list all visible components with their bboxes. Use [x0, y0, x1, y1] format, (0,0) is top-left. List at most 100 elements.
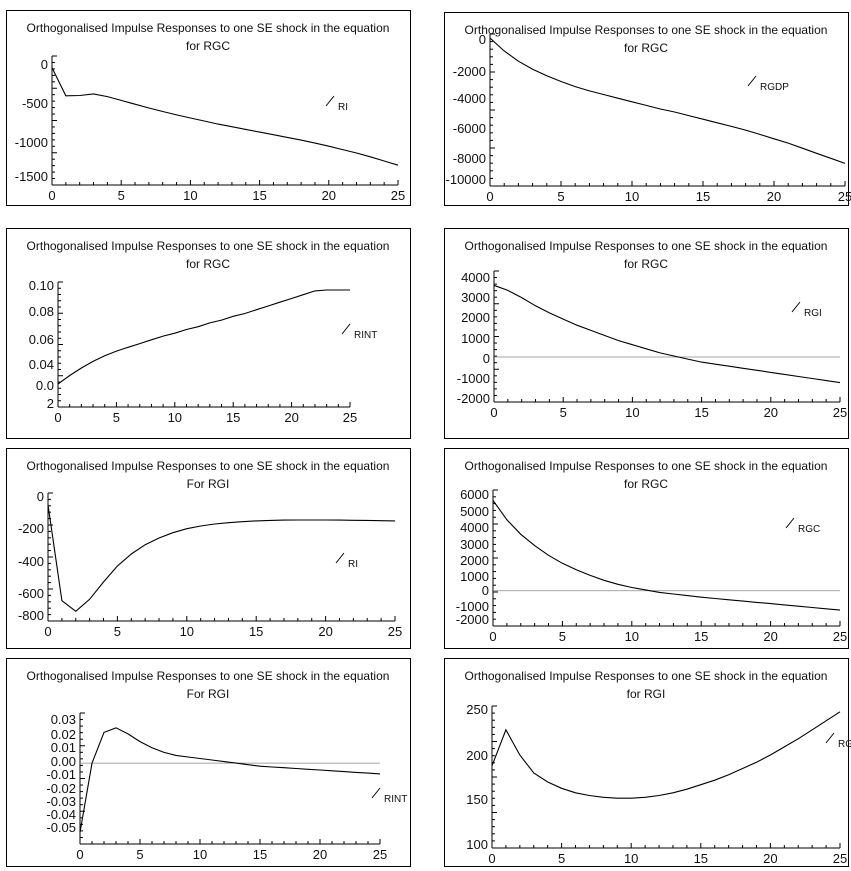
x-tick-label: 20 [322, 188, 336, 203]
x-tick-label: 10 [193, 847, 207, 862]
y-tick-label: -800 [18, 608, 44, 623]
chart-title: Orthogonalised Impulse Responses to one … [27, 459, 390, 473]
x-tick-label: 25 [833, 851, 847, 866]
chart-title: Orthogonalised Impulse Responses to one … [27, 669, 390, 683]
x-tick-label: 0 [44, 624, 51, 639]
chart-panel-5: Orthogonalised Impulse Responses to one … [6, 448, 411, 649]
x-tick-label: 25 [391, 188, 405, 203]
legend-marker [335, 552, 345, 564]
chart-title: Orthogonalised Impulse Responses to one … [27, 21, 390, 35]
legend-marker [785, 517, 795, 529]
chart-title: Orthogonalised Impulse Responses to one … [465, 239, 828, 253]
chart-panel-6: Orthogonalised Impulse Responses to one … [444, 448, 849, 649]
y-tick-label: -4000 [453, 91, 486, 106]
panel-frame [6, 448, 411, 649]
y-tick-label: 100 [466, 837, 488, 852]
x-tick-label: 25 [833, 629, 847, 644]
chart-panel-4: Orthogonalised Impulse Responses to one … [444, 228, 849, 439]
y-tick-label: 4000 [461, 270, 490, 285]
x-tick-label: 15 [226, 410, 240, 425]
y-tick-label: 1000 [460, 569, 489, 584]
panel-frame [6, 10, 411, 206]
x-tick-label: 10 [625, 189, 639, 204]
y-tick-label: 0 [479, 32, 486, 47]
x-tick-label: 25 [373, 847, 387, 862]
x-tick-label: 20 [763, 629, 777, 644]
chart-subtitle: For RGI [187, 687, 230, 701]
x-tick-label: 5 [560, 405, 567, 420]
y-tick-label: 2000 [461, 310, 490, 325]
series-line-rgdp [491, 711, 841, 799]
y-tick-label: -400 [18, 554, 44, 569]
y-tick-label: 0.0 [36, 378, 54, 393]
y-tick-label: 0.10 [29, 278, 54, 293]
chart-panel-7: Orthogonalised Impulse Responses to one … [6, 658, 411, 867]
series-line-ri [51, 67, 399, 166]
y-tick-label: 0.01 [51, 740, 76, 755]
y-tick-label: -1500 [15, 169, 48, 184]
chart-subtitle: for RGC [624, 41, 668, 55]
legend-marker [341, 323, 351, 335]
y-tick-label: 0.02 [51, 727, 76, 742]
legend-marker [325, 95, 335, 107]
y-tick-label: 0 [37, 489, 44, 504]
y-tick-label: 0.08 [29, 304, 54, 319]
y-tick-label: 0 [482, 583, 489, 598]
y-tick-label: 150 [466, 792, 488, 807]
y-tick-label: -8000 [453, 151, 486, 166]
x-tick-label: 15 [252, 188, 266, 203]
y-tick-label: 0.00 [51, 754, 76, 769]
y-tick-label: 0 [41, 57, 48, 72]
x-tick-label: 10 [624, 851, 638, 866]
legend-label: RGC [798, 524, 820, 535]
panel-frame [444, 12, 849, 206]
x-tick-label: 5 [114, 624, 121, 639]
x-tick-label: 25 [343, 410, 357, 425]
chart-subtitle: for RGC [186, 39, 230, 53]
x-tick-label: 20 [318, 624, 332, 639]
panel-frame [444, 448, 849, 649]
y-tick-label: 4000 [460, 520, 489, 535]
y-tick-label: -0.03 [46, 794, 76, 809]
series-line-ri [47, 504, 396, 613]
x-tick-label: 5 [558, 851, 565, 866]
x-tick-label: 10 [183, 188, 197, 203]
y-tick-label: 1000 [461, 331, 490, 346]
x-tick-label: 15 [694, 629, 708, 644]
x-tick-label: 5 [136, 847, 143, 862]
legend-marker [371, 787, 381, 799]
x-tick-label: 15 [696, 189, 710, 204]
x-tick-label: 20 [763, 851, 777, 866]
x-tick-label: 10 [180, 624, 194, 639]
y-tick-label: 0 [483, 351, 490, 366]
x-tick-label: 0 [490, 405, 497, 420]
panel-frame [444, 228, 849, 439]
x-tick-label: 15 [253, 847, 267, 862]
y-tick-label: -1000 [456, 599, 489, 614]
x-tick-label: 25 [388, 624, 402, 639]
chart-panel-2: Orthogonalised Impulse Responses to one … [444, 12, 851, 206]
y-tick-label: -600 [18, 586, 44, 601]
x-tick-label: 10 [625, 629, 639, 644]
x-tick-label: 0 [486, 189, 493, 204]
y-tick-label: -2000 [456, 612, 489, 627]
x-tick-label: 20 [313, 847, 327, 862]
y-tick-label: -1000 [15, 135, 48, 150]
legend-label: RI [338, 102, 348, 113]
x-tick-label: 5 [557, 189, 564, 204]
chart-title: Orthogonalised Impulse Responses to one … [465, 669, 828, 683]
chart-title: Orthogonalised Impulse Responses to one … [27, 239, 390, 253]
legend-label: RGI [804, 308, 822, 319]
legend-label: RINT [354, 330, 377, 341]
legend-label: RGDP [838, 739, 851, 750]
x-tick-label: 0 [488, 851, 495, 866]
chart-subtitle: For RGI [187, 477, 230, 491]
y-tick-label: -2000 [457, 391, 490, 406]
y-tick-label: -0.01 [46, 767, 76, 782]
series-line-rgdp [489, 37, 846, 164]
x-tick-label: 0 [489, 629, 496, 644]
x-tick-label: 15 [694, 405, 708, 420]
series-line-rgc [492, 500, 841, 611]
y-tick-label: 200 [466, 748, 488, 763]
chart-panel-8: Orthogonalised Impulse Responses to one … [444, 658, 851, 867]
